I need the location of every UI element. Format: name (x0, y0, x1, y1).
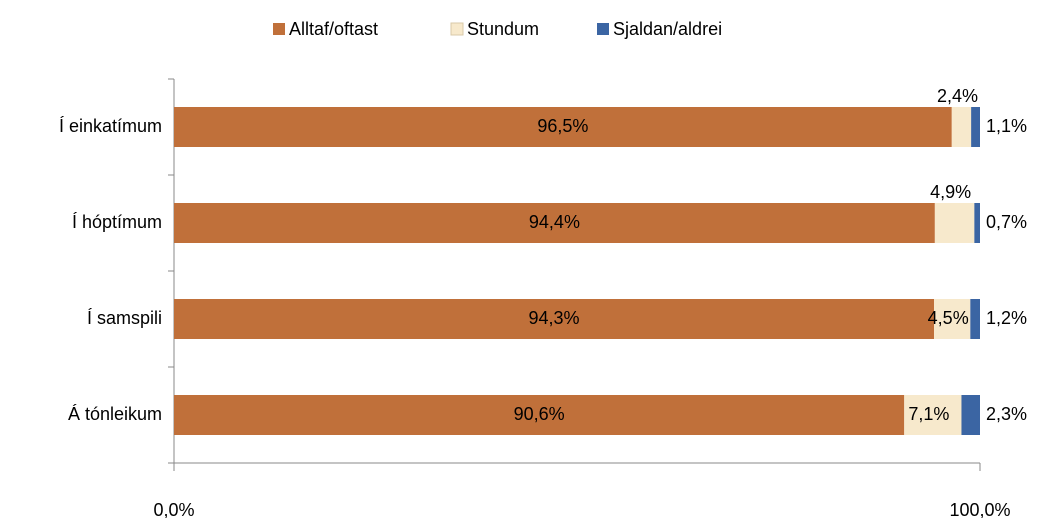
bar-segment (174, 299, 935, 339)
legend-swatch (597, 23, 609, 35)
data-label: 0,7% (986, 212, 1027, 232)
bar-segment (934, 203, 975, 243)
x-tick-label: 0,0% (153, 500, 194, 518)
data-label: 94,3% (529, 308, 580, 328)
data-label: 1,1% (986, 116, 1027, 136)
data-label: 2,3% (986, 404, 1027, 424)
legend-swatch (273, 23, 285, 35)
data-label: 94,4% (529, 212, 580, 232)
legend-swatch (450, 22, 464, 36)
data-label: 1,2% (986, 308, 1027, 328)
data-label: 96,5% (537, 116, 588, 136)
data-label: 4,9% (930, 182, 971, 202)
bar-segment (174, 395, 905, 435)
category-label: Í hóptímum (72, 212, 162, 232)
legend-label: Stundum (467, 19, 539, 39)
data-label: 2,4% (937, 86, 978, 106)
bar-segment (174, 107, 952, 147)
bar-segment (904, 395, 962, 435)
bar-segment (174, 203, 935, 243)
category-label: Á tónleikum (68, 404, 162, 424)
bar-segment (971, 107, 980, 147)
bar-segment (961, 395, 980, 435)
data-label: 90,6% (514, 404, 565, 424)
category-label: Í einkatímum (59, 116, 162, 136)
data-label: 4,5% (928, 308, 969, 328)
bar-segment (970, 299, 980, 339)
legend-label: Sjaldan/aldrei (613, 19, 722, 39)
legend-label: Alltaf/oftast (289, 19, 378, 39)
data-label: 7,1% (908, 404, 949, 424)
bar-segment (934, 299, 971, 339)
bar-segment (951, 107, 972, 147)
x-tick-label: 100,0% (949, 500, 1010, 518)
category-label: Í samspili (87, 308, 162, 328)
bar-segment (974, 203, 980, 243)
